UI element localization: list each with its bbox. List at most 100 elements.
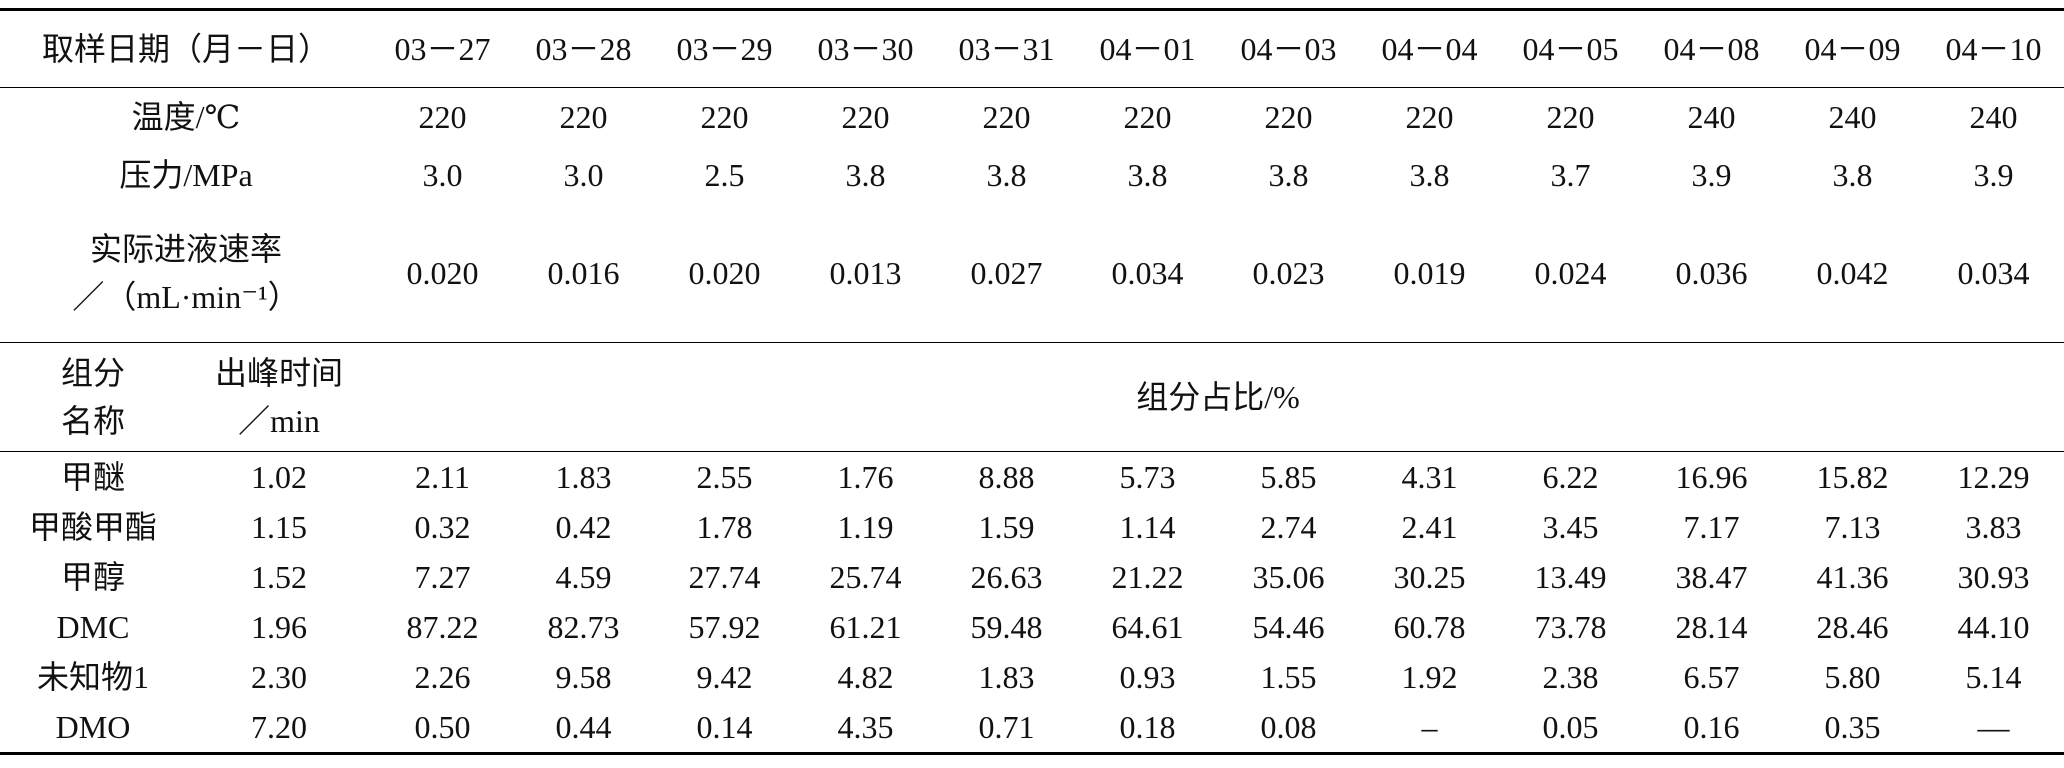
component-share: 2.74	[1260, 509, 1317, 545]
table-row: 温度/℃ 220 220 220 220 220 220 220 220 220 240 240 240	[0, 88, 2064, 147]
retention-time-header: 出峰时间 ／min	[186, 342, 373, 452]
condition-value: 0.019	[1359, 204, 1501, 343]
component-share: 5.85	[1260, 459, 1317, 495]
component-share: 87.22	[406, 609, 479, 645]
condition-value: 0.013	[795, 204, 937, 343]
component-share: 61.21	[829, 609, 902, 645]
component-share: 7.13	[1824, 509, 1881, 545]
component-share: 0.71	[936, 702, 1078, 755]
table-row: 取样日期（月－日） 03－27 03－28 03－29 03－30 03－31 04－01 0…	[0, 8, 2064, 88]
component-share: 0.05	[1500, 702, 1642, 755]
component-share: 0.44	[513, 702, 655, 755]
condition-value: 3.8	[1268, 157, 1309, 193]
condition-value: 2.5	[704, 157, 745, 193]
component-share: 41.36	[1816, 559, 1889, 595]
date-header: 04－10	[1923, 8, 2064, 88]
component-share: 9.42	[696, 659, 753, 695]
component-share: 28.14	[1675, 609, 1748, 645]
condition-value: 220	[982, 99, 1031, 135]
component-share: 59.48	[970, 609, 1043, 645]
date-header: 04－09	[1782, 8, 1924, 88]
header-line: 名称	[60, 403, 125, 439]
component-share: 1.92	[1401, 659, 1458, 695]
condition-value: 220	[1405, 99, 1454, 135]
condition-value: 0.023	[1218, 204, 1360, 343]
date-header: 04－03	[1218, 8, 1360, 88]
component-share: 26.63	[970, 559, 1043, 595]
component-share: 16.96	[1675, 459, 1748, 495]
component-share: 2.11	[415, 459, 470, 495]
component-share: 2.38	[1542, 659, 1599, 695]
date-header: 04－04	[1359, 8, 1501, 88]
component-share: 1.14	[1119, 509, 1176, 545]
component-share: 0.32	[414, 509, 471, 545]
table-row: DMC 1.96 87.22 82.73 57.92 61.21 59.48 64.61 54.…	[0, 602, 2064, 652]
date-header: 04－05	[1500, 8, 1642, 88]
date-header: 03－31	[936, 8, 1078, 88]
component-share: 0.93	[1119, 659, 1176, 695]
component-share: 6.22	[1542, 459, 1599, 495]
component-share: 4.82	[837, 659, 894, 695]
component-share: 2.55	[696, 459, 753, 495]
component-share: —	[1923, 702, 2064, 755]
condition-value: 240	[1687, 99, 1736, 135]
condition-value: 3.7	[1550, 157, 1591, 193]
date-header: 03－30	[795, 8, 937, 88]
component-share: 0.16	[1641, 702, 1783, 755]
component-share: 0.14	[654, 702, 796, 755]
component-share: 1.19	[837, 509, 894, 545]
component-share: 60.78	[1393, 609, 1466, 645]
component-share: 8.88	[978, 459, 1035, 495]
condition-value: 3.8	[1832, 157, 1873, 193]
condition-value: 3.8	[1409, 157, 1450, 193]
condition-value: 220	[1123, 99, 1172, 135]
component-share: 5.73	[1119, 459, 1176, 495]
component-share: 13.49	[1534, 559, 1607, 595]
component-share: 7.17	[1683, 509, 1740, 545]
component-share: –	[1359, 702, 1501, 755]
date-header: 04－08	[1641, 8, 1783, 88]
component-share: 4.35	[795, 702, 937, 755]
date-header: 03－28	[513, 8, 655, 88]
component-name: 未知物1	[36, 659, 149, 695]
retention-time: 2.30	[251, 659, 307, 695]
date-header: 04－01	[1077, 8, 1219, 88]
table-row: 未知物1 2.30 2.26 9.58 9.42 4.82 1.83 0.93 1.55 1.92…	[0, 652, 2064, 702]
component-share: 15.82	[1816, 459, 1889, 495]
component-share: 1.78	[696, 509, 753, 545]
component-share: 2.41	[1401, 509, 1458, 545]
component-share: 4.31	[1401, 459, 1458, 495]
component-share: 1.83	[555, 459, 612, 495]
label-line: 压力/MPa	[119, 157, 253, 193]
table-row: 甲醚 1.02 2.11 1.83 2.55 1.76 8.88 5.73 5.85 4.31 6.…	[0, 452, 2064, 503]
condition-value: 0.034	[1077, 204, 1219, 343]
component-share: 25.74	[829, 559, 902, 595]
condition-value: 3.8	[1127, 157, 1168, 193]
date-header: 03－29	[654, 8, 796, 88]
condition-value: 3.8	[986, 157, 1027, 193]
component-share: 7.27	[414, 559, 471, 595]
component-share: 30.93	[1957, 559, 2030, 595]
component-share: 21.22	[1111, 559, 1184, 595]
component-share: 0.18	[1077, 702, 1219, 755]
component-share: 5.14	[1965, 659, 2022, 695]
condition-value: 220	[559, 99, 608, 135]
condition-value: 220	[1264, 99, 1313, 135]
table-row: DMO 7.20 0.50 0.44 0.14 4.35 0.71 0.18 0.08–0.05…	[0, 702, 2064, 755]
component-share: 0.08	[1218, 702, 1360, 755]
component-name: 甲醇	[60, 559, 125, 595]
component-share: 64.61	[1111, 609, 1184, 645]
component-share: 44.10	[1957, 609, 2030, 645]
header-line: ／min	[238, 403, 320, 439]
condition-value: 0.024	[1500, 204, 1642, 343]
date-header: 03－27	[372, 8, 514, 88]
condition-label: 压力/MPa	[0, 146, 372, 204]
label-line: ／（mL·min⁻¹）	[72, 279, 300, 315]
component-share: 1.83	[978, 659, 1035, 695]
component-share: 2.26	[414, 659, 471, 695]
component-name: 甲醚	[60, 459, 125, 495]
condition-value: 0.016	[513, 204, 655, 343]
condition-value: 3.0	[563, 157, 604, 193]
component-name: DMC	[56, 609, 130, 645]
